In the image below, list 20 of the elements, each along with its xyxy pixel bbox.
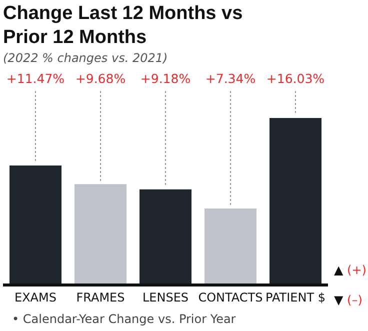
- x-tick-label: LENSES: [142, 290, 189, 305]
- text: ▼ (–): [334, 293, 362, 307]
- x-tick-label: PATIENT $: [266, 290, 326, 305]
- text: ▲ (+): [334, 263, 366, 277]
- chart-title: Change Last 12 Months vs Prior 12 Months: [3, 2, 244, 50]
- text: • Calendar-Year Change vs. Prior Year: [12, 312, 236, 326]
- data-label: +16.03%: [266, 71, 325, 86]
- data-label: +9.18%: [140, 71, 191, 86]
- bar: [140, 189, 192, 285]
- bar: [204, 208, 256, 285]
- bar: [10, 166, 62, 285]
- chart-subtitle: (2022 % changes vs. 2021): [3, 51, 168, 65]
- x-tick-label: CONTACTS: [198, 290, 263, 305]
- bar: [74, 184, 126, 285]
- bar: [270, 118, 322, 285]
- data-label: +11.47%: [6, 71, 65, 86]
- data-label: +9.68%: [75, 71, 126, 86]
- x-tick-label: FRAMES: [76, 290, 125, 305]
- x-tick-label: EXAMS: [14, 290, 56, 305]
- data-label: +7.34%: [205, 71, 256, 86]
